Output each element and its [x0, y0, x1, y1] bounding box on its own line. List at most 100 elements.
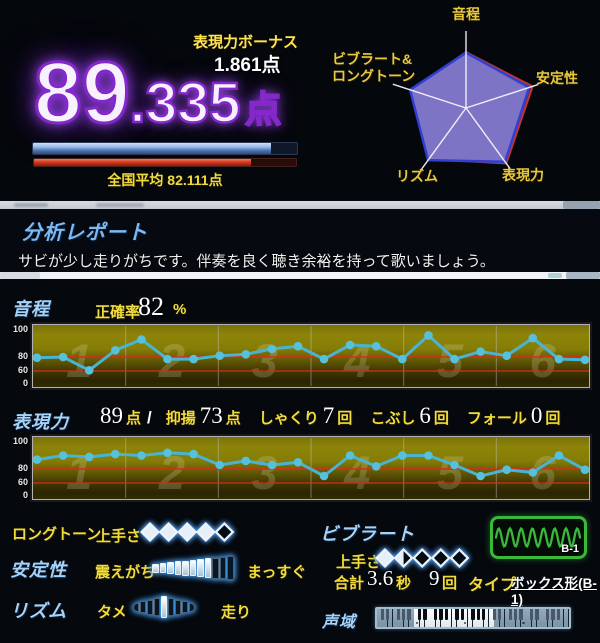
expression-bonus-value: 1.861点	[214, 55, 281, 76]
score-integer: 89	[33, 45, 132, 141]
rhythm-gauge-bar	[168, 598, 174, 616]
white-key	[377, 609, 382, 627]
black-key	[444, 609, 449, 620]
stat-value: 7	[322, 403, 335, 428]
black-key	[439, 609, 443, 620]
white-key	[542, 609, 547, 627]
white-key	[457, 609, 462, 627]
analysis-report-title: 分析レポート	[22, 222, 148, 244]
radar-chart: 音程 安定性 表現力 リズム ビブラート& ロングトーン	[330, 0, 600, 200]
stat-value: 0	[530, 403, 543, 428]
stability-gauge-bar	[189, 559, 196, 577]
rhythm-gauge-bar	[189, 602, 195, 612]
white-key	[494, 609, 499, 627]
rhythm-gauge-bar	[182, 601, 188, 613]
svg-text:5: 5	[437, 334, 464, 387]
black-key	[497, 609, 502, 620]
rhythm-gauge	[133, 593, 195, 621]
rhythm-left-label: タメ	[97, 604, 127, 621]
white-key	[505, 609, 510, 627]
radar-label-stability: 安定性	[536, 70, 578, 86]
black-key	[433, 609, 438, 620]
stat-name: フォール	[466, 410, 527, 427]
longtone-skill-diamonds	[140, 522, 235, 542]
white-key	[563, 609, 569, 627]
stat-name: しゃくり	[258, 410, 319, 427]
white-key	[531, 609, 537, 627]
black-key	[476, 609, 481, 620]
stability-label: 安定性	[10, 560, 67, 580]
analysis-report-text: サビが少し走りがちです。伴奏を良く聴き余裕を持って歌いましょう。	[18, 253, 495, 270]
score-unit: 点	[244, 89, 283, 130]
expression-graph-yaxis: 100 80 60 0	[6, 436, 30, 500]
stat-unit: 点	[126, 410, 142, 427]
vibrato-type-badge: B-1	[561, 543, 579, 555]
octave-dot	[463, 622, 467, 625]
white-key	[414, 609, 419, 627]
black-key	[492, 609, 497, 620]
expression-bonus-label: 表現力ボーナス	[193, 34, 299, 51]
white-key	[558, 609, 563, 627]
black-key	[460, 609, 465, 620]
longtone-label: ロングトーン	[12, 526, 102, 543]
white-key	[462, 609, 467, 627]
white-key	[499, 609, 505, 627]
rhythm-gauge-bar	[133, 602, 139, 612]
graph-ytick: 100	[12, 436, 28, 446]
expression-stat: しゃくり 7 回	[259, 404, 353, 428]
graph-ytick: 0	[22, 378, 28, 388]
rhythm-gauge-bar	[161, 596, 167, 618]
radar-label-vibrato-line1: ビブラート&	[332, 51, 413, 67]
divider-strip-bottom	[0, 272, 600, 279]
strip-ghost-mark	[563, 201, 600, 209]
stat-name: こぶし	[370, 410, 416, 427]
score-summary-section: 表現力ボーナス 1.861点 89.335 点 全国平均 82.111点 音程 安…	[0, 0, 600, 201]
white-key	[515, 609, 521, 627]
radar-label-vibrato-longtone: ビブラート& ロングトーン	[332, 51, 415, 85]
white-key	[430, 609, 435, 627]
rhythm-right-label: 走り	[221, 604, 252, 621]
white-key	[387, 609, 393, 627]
stat-unit: 回	[433, 410, 449, 427]
vibrato-count-value: 9	[429, 566, 440, 590]
stat-unit: 回	[545, 410, 561, 427]
black-key	[407, 609, 411, 620]
score-decimal: .335	[128, 71, 241, 135]
pitch-accuracy-unit: %	[173, 301, 187, 318]
vibrato-waveform-icon	[494, 526, 582, 549]
graph-ytick: 80	[17, 463, 28, 473]
vibrato-type-value: ボックス形(B-1)	[511, 576, 597, 607]
white-key	[393, 609, 398, 627]
octave-dot	[415, 622, 419, 625]
expression-stat: こぶし 6 回	[370, 404, 449, 428]
graph-ytick: 100	[12, 324, 28, 334]
stability-gauge	[152, 553, 234, 583]
vibrato-waveform-box: B-1	[490, 516, 587, 559]
pitch-graph-yaxis: 100 80 60 0	[6, 324, 30, 388]
score-progress-fill	[33, 143, 271, 154]
stat-value: 89	[100, 403, 123, 428]
white-key	[537, 609, 542, 627]
svg-text:6: 6	[530, 334, 557, 387]
black-key	[471, 609, 475, 620]
vibrato-skill-diamonds	[375, 548, 470, 568]
black-key	[455, 609, 459, 620]
strip-ghost-mark	[96, 203, 144, 207]
black-key	[513, 609, 518, 620]
stat-name: 抑揚	[165, 410, 196, 427]
radar-label-pitch: 音程	[452, 6, 480, 22]
svg-text:3: 3	[252, 334, 278, 387]
pitch-section-label: 音程	[12, 299, 50, 319]
white-key	[526, 609, 531, 627]
analysis-report-section: 分析レポート サビが少し走りがちです。伴奏を良く聴き余裕を持って歌いましょう。	[0, 209, 600, 272]
white-key	[467, 609, 473, 627]
rhythm-gauge-bar	[154, 598, 160, 616]
vibrato-type-label: タイプ	[468, 577, 517, 594]
white-key	[419, 609, 425, 627]
longtone-skill-label: 上手さ	[96, 528, 142, 545]
white-key	[547, 609, 553, 627]
